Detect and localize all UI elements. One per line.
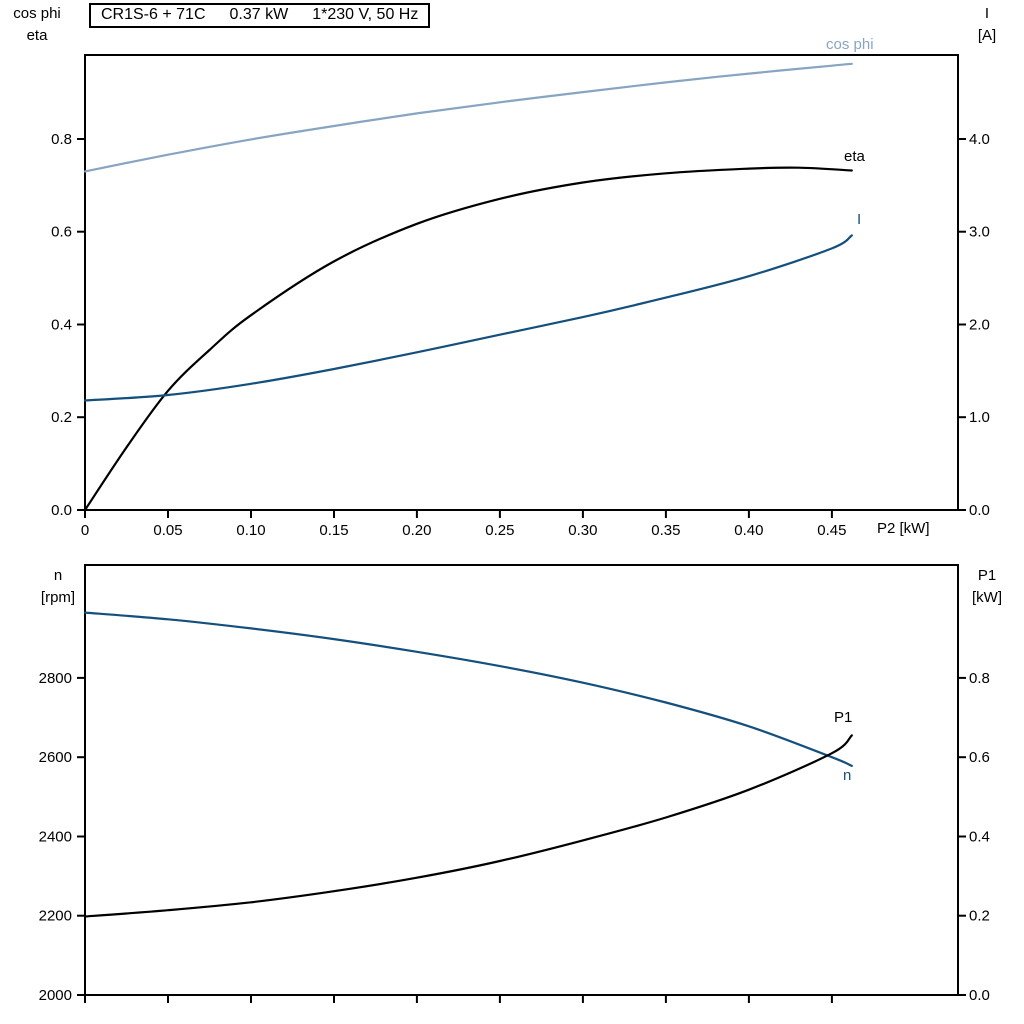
y-left-tick-label: 2600: [39, 749, 72, 766]
axis-label-eta: eta: [26, 27, 48, 44]
y-left-tick-label: 2400: [39, 829, 72, 846]
top-left-axis-label: cos phi eta: [2, 3, 72, 47]
x-tick-label: 0.30: [568, 522, 597, 539]
top-right-axis-label: I [A]: [962, 3, 1012, 47]
x-tick-label: 0.15: [319, 522, 348, 539]
y-right-tick-label: 0.0: [969, 502, 990, 519]
y-left-tick-label: 0.6: [51, 224, 72, 241]
x-tick-label: 0.45: [817, 522, 846, 539]
x-tick-label: 0.20: [402, 522, 431, 539]
curve-label-cos-phi: cos phi: [826, 36, 874, 53]
y-left-tick-label: 0.0: [51, 502, 72, 519]
curve-n: [83, 611, 853, 767]
y-right-tick-label: 2.0: [969, 317, 990, 334]
y-left-tick-label: 2800: [39, 670, 72, 687]
bottom-left-axis-label: n [rpm]: [30, 565, 86, 609]
y-left-tick-label: 0.4: [51, 317, 72, 334]
y-right-tick-label: 0.4: [969, 829, 990, 846]
axis-label-cos-phi: cos phi: [13, 5, 61, 22]
y-right-tick-label: 0.0: [969, 987, 990, 1004]
plot-frame: [84, 54, 959, 511]
axis-label-current: I: [984, 5, 990, 22]
curve-label-i: I: [857, 211, 862, 228]
pump-model: CR1S-6 + 71C: [101, 6, 206, 23]
y-left-tick-label: 2200: [39, 908, 72, 925]
curve-label-eta: eta: [844, 148, 865, 165]
curve-p1: [83, 734, 853, 918]
x-tick-label: 0.25: [485, 522, 514, 539]
x-axis-title: P2 [kW]: [877, 520, 930, 537]
curve-cos-phi: [83, 62, 853, 173]
x-tick-label: 0: [81, 522, 89, 539]
y-left-tick-label: 0.8: [51, 131, 72, 148]
y-right-tick-label: 0.6: [969, 749, 990, 766]
y-right-tick-label: 0.2: [969, 908, 990, 925]
y-left-tick-label: 2000: [39, 987, 72, 1004]
x-tick-label: 0.40: [734, 522, 763, 539]
axis-label-p1-unit: [kW]: [972, 589, 1002, 606]
y-left-tick-label: 0.2: [51, 409, 72, 426]
x-tick-label: 0.05: [153, 522, 182, 539]
axis-label-speed-unit: [rpm]: [40, 589, 76, 606]
motor-power: 0.37 kW: [229, 6, 289, 23]
curve-i: [83, 234, 853, 402]
chart-title-box: CR1S-6 + 71C 0.37 kW 1*230 V, 50 Hz: [89, 3, 431, 28]
curve-eta: [83, 166, 853, 512]
curve-label-p1: P1: [834, 709, 853, 726]
bottom-right-axis-label: P1 [kW]: [960, 565, 1014, 609]
plot-frame: [84, 564, 959, 996]
y-right-tick-label: 0.8: [969, 670, 990, 687]
y-right-tick-label: 4.0: [969, 131, 990, 148]
y-right-tick-label: 3.0: [969, 224, 990, 241]
x-tick-label: 0.10: [236, 522, 265, 539]
curve-label-n: n: [843, 767, 852, 784]
y-right-tick-label: 1.0: [969, 409, 990, 426]
axis-label-current-unit: [A]: [977, 27, 997, 44]
x-tick-label: 0.35: [651, 522, 680, 539]
supply-voltage: 1*230 V, 50 Hz: [312, 6, 419, 23]
axis-label-p1: P1: [977, 567, 997, 584]
axis-label-speed: n: [53, 567, 63, 584]
